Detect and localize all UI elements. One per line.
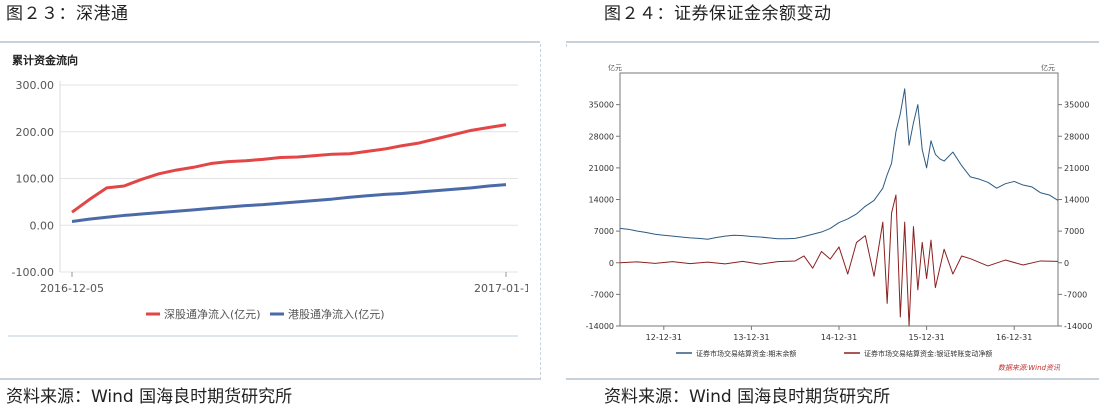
left-figure-panel: 图２３：深港通 累计资金流向 -100.00 0.00 100.00 200.00 30… (0, 0, 540, 414)
y-tick-label-left: 21000 (589, 164, 614, 173)
y-tick-label-right: -7000 (1064, 290, 1087, 299)
x-tick-label: 2017-01-13 (474, 282, 528, 295)
y-tick-label: 0.00 (30, 219, 55, 232)
title-divider (566, 41, 1099, 43)
x-tick-label: 12-12-31 (646, 333, 682, 342)
y-tick-label: 300.00 (16, 79, 55, 92)
y-tick-label: 200.00 (16, 126, 55, 139)
legend-label: 深股通净流入(亿元) (164, 307, 261, 321)
y-tick-label-right: 7000 (1064, 227, 1084, 236)
chart-title: 累计资金流向 (12, 53, 78, 67)
grid-group (60, 84, 518, 273)
y-tick-label-left: -14000 (586, 322, 614, 331)
source-divider (566, 378, 1099, 380)
series-line (71, 183, 507, 223)
y-tick-label-right: 35000 (1064, 101, 1089, 110)
legend: 深股通净流入(亿元) 港股通净流入(亿元) (8, 307, 518, 337)
legend-label: 证券市场交易结算资金:期末余额 (696, 349, 796, 358)
series-line (619, 88, 1059, 240)
y-tick-label-left: 7000 (594, 227, 614, 236)
right-figure-panel: 图２４：证券保证金余额变动 亿元 亿元 -14000 -14000 -7000 -70… (566, 0, 1099, 414)
y-tick-label-right: 21000 (1064, 164, 1089, 173)
series-group (619, 88, 1059, 327)
y-tick-label-left: 14000 (589, 196, 614, 205)
x-tick-label: 2016-12-05 (40, 282, 104, 295)
axes-group: -100.00 0.00 100.00 200.00 300.00 2016-12-05 2… (12, 79, 538, 295)
legend-label: 证券市场交易结算资金:银证转账变动净额 (864, 349, 992, 358)
szc-flow-chart: 累计资金流向 -100.00 0.00 100.00 200.00 300.00 2016… (8, 53, 538, 337)
series-line (71, 123, 507, 214)
figure-title: 图２３：深港通 (6, 4, 129, 24)
legend: 证券市场交易结算资金:期末余额 证券市场交易结算资金:银证转账变动净额 (676, 349, 992, 358)
y-tick-label: 100.00 (16, 173, 55, 186)
y-unit-right: 亿元 (1041, 63, 1055, 72)
legend-label: 港股通净流入(亿元) (288, 307, 385, 321)
watermark-text: 数据来源:Wind资讯 (998, 364, 1061, 372)
y-tick-label-right: -14000 (1064, 322, 1092, 331)
source-note: 资料来源：Wind 国海良时期货研究所 (6, 387, 293, 407)
source-divider (0, 378, 540, 380)
source-note: 资料来源：Wind 国海良时期货研究所 (604, 387, 891, 407)
y-tick-label-left: 28000 (589, 132, 614, 141)
y-tick-label-left: 0 (609, 259, 614, 268)
chart-card: 亿元 亿元 -14000 -14000 -7000 -7000 0 0 7000 7000 14… (566, 48, 1099, 378)
plot-frame (619, 72, 1059, 327)
margin-balance-chart: 亿元 亿元 -14000 -14000 -7000 -7000 0 0 7000 7000 14… (586, 63, 1093, 372)
axes-group: -14000 -14000 -7000 -7000 0 0 7000 7000 14000 140… (586, 72, 1092, 342)
y-tick-label-left: 35000 (589, 101, 614, 110)
y-tick-label-right: 14000 (1064, 196, 1089, 205)
x-tick-label: 13-12-31 (733, 333, 769, 342)
chart-card: 累计资金流向 -100.00 0.00 100.00 200.00 300.00 2016… (8, 48, 538, 338)
y-tick-label-right: 0 (1064, 259, 1069, 268)
x-tick-label: 16-12-31 (996, 333, 1032, 342)
series-group (71, 123, 507, 223)
y-tick-label: -100.00 (12, 266, 54, 279)
x-tick-label: 15-12-31 (908, 333, 944, 342)
figure-title: 图２４：证券保证金余额变动 (604, 4, 832, 24)
title-divider (0, 41, 540, 43)
panel-separator (540, 44, 541, 380)
y-unit-left: 亿元 (608, 63, 622, 72)
series-line (619, 194, 1059, 327)
x-tick-label: 14-12-31 (821, 333, 857, 342)
y-tick-label-left: -7000 (591, 290, 614, 299)
y-tick-label-right: 28000 (1064, 132, 1089, 141)
